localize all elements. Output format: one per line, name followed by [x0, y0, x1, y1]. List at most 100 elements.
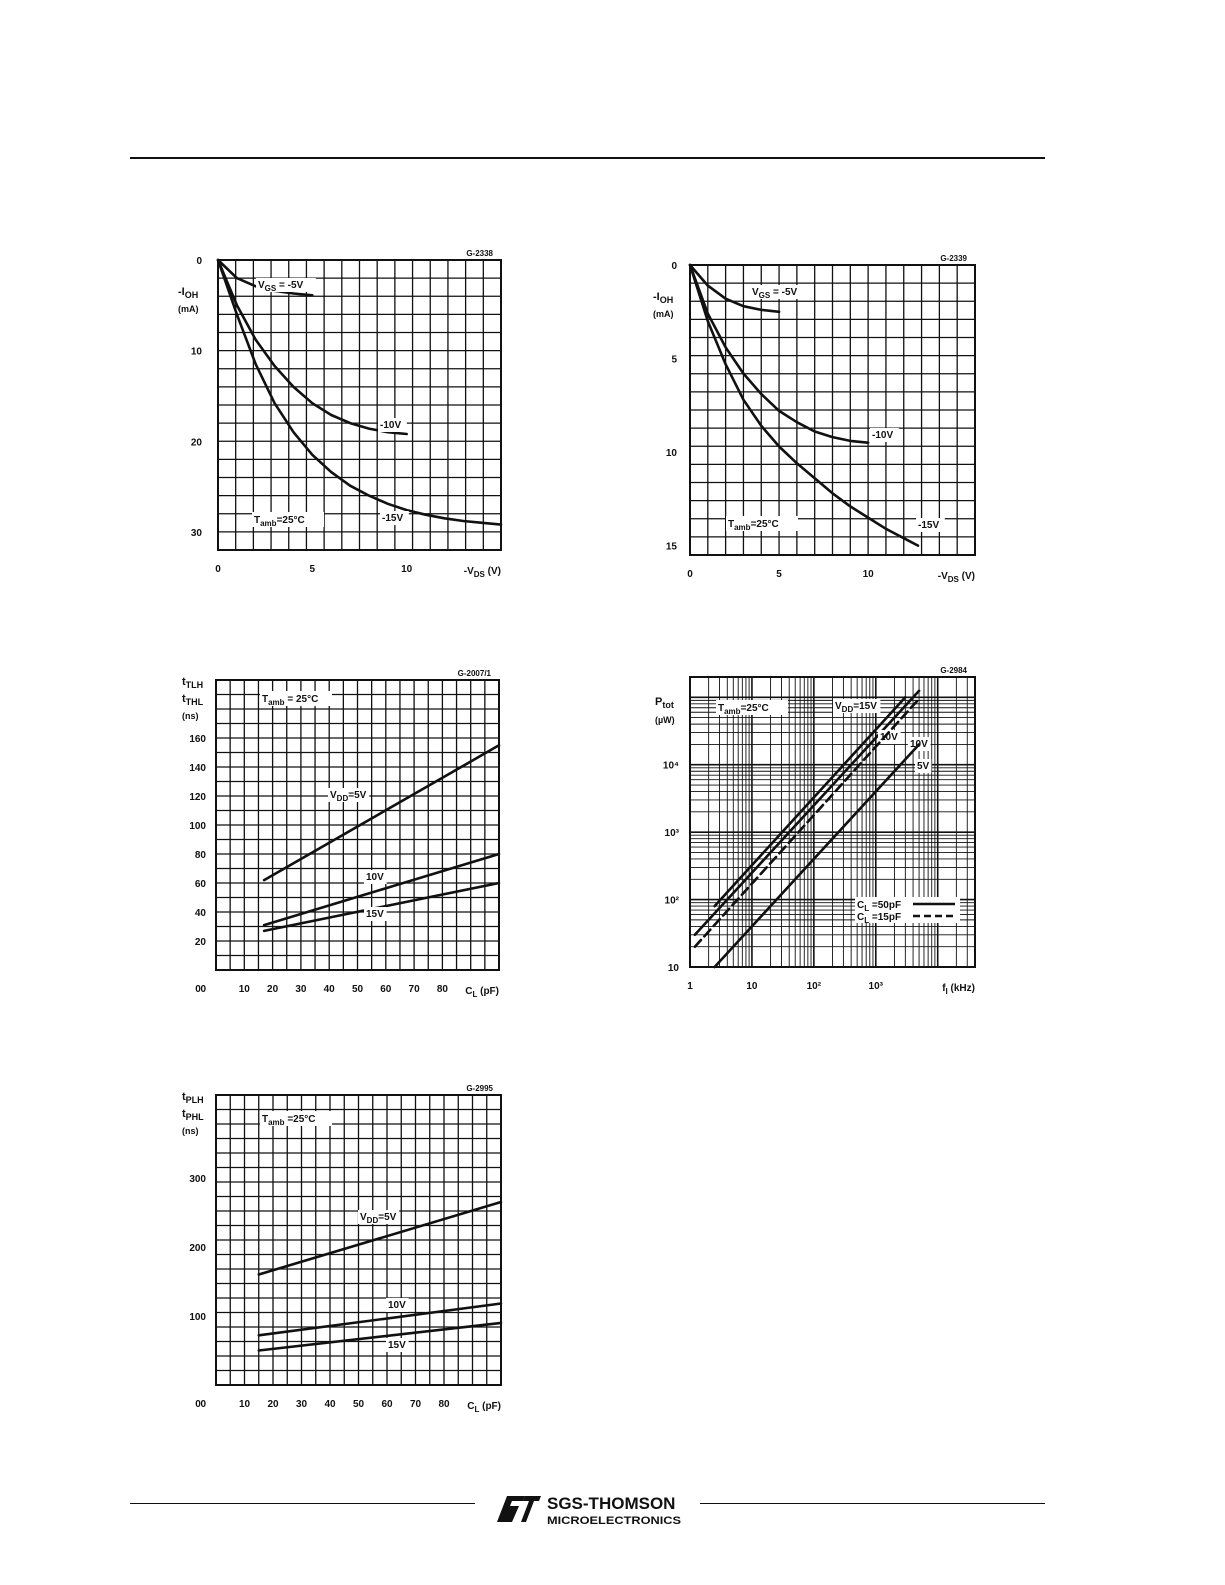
series-label-main: -10V: [872, 430, 893, 441]
tick-labels: 1 10 10² 10³ 10 10² 10³ 10⁴: [663, 761, 884, 992]
y-label-part: t: [182, 1108, 186, 1120]
x-tick-label: 10: [239, 984, 251, 995]
x-axis-label: CL (pF): [467, 1401, 501, 1414]
annotation-bg: [260, 691, 332, 706]
x-tick-label: 0: [195, 984, 201, 995]
x-label-unit: (V): [485, 566, 501, 577]
x-label-main: C: [465, 986, 472, 997]
y-axis-unit: (mA): [653, 309, 674, 319]
y-tick-label: 300: [189, 1174, 206, 1185]
series-label: -10V: [872, 430, 893, 441]
y-tick-label: 80: [195, 850, 207, 861]
series-label-main: 15V: [388, 1340, 406, 1351]
x-label-unit: (pF): [479, 1401, 501, 1412]
temperature-annotation-rest: =25°C: [285, 1114, 316, 1125]
y-tick-label: 30: [191, 528, 203, 539]
series-label-sub: DD: [842, 705, 854, 714]
y-tick-label: 40: [195, 908, 207, 919]
series-label-sub: DD: [367, 1216, 379, 1225]
y-axis-label: -IOH (mA): [653, 291, 674, 319]
chart-grid: [689, 264, 976, 556]
series-label-rest: =15V: [853, 701, 877, 712]
x-label-sub: DS: [948, 575, 960, 584]
temperature-annotation: Tamb=25°C: [718, 703, 769, 716]
x-tick-label: 50: [353, 1399, 365, 1410]
y-tick-label: 100: [189, 821, 206, 832]
y-axis-unit: (mA): [178, 304, 199, 314]
series-label: VDD=15V: [835, 701, 877, 714]
series-label-main: 10V: [366, 872, 384, 883]
y-tick-label: 140: [189, 763, 206, 774]
series-label: 15V: [366, 909, 384, 920]
series-label-sub: GS: [759, 291, 771, 300]
y-axis-unit: (ns): [182, 711, 199, 721]
x-tick-label: 70: [410, 1399, 422, 1410]
x-label-main: -V: [938, 571, 948, 582]
series-label-sub: DD: [337, 794, 349, 803]
x-tick-label: 10: [863, 569, 875, 580]
temperature-annotation-sub: amb: [260, 519, 277, 528]
series-label-bg: [870, 428, 899, 442]
plot-frame: [689, 264, 976, 556]
series-line: [262, 744, 501, 882]
y-label-sub: PHL: [186, 1112, 205, 1122]
legend-label-rest: =50pF: [869, 900, 901, 911]
series-label: VDD=5V: [330, 790, 367, 803]
series-label-rest: =5V: [348, 790, 366, 801]
x-label-sub: I: [946, 987, 948, 996]
temperature-annotation: Tamb =25°C: [262, 1114, 316, 1127]
x-tick-label: 60: [380, 984, 392, 995]
tick-labels: 0 10 20 30 40 50 60 70 80 0 100 200 300: [189, 1174, 450, 1410]
plot-frame: [217, 259, 502, 551]
x-label-main: C: [467, 1401, 474, 1412]
annotation-bg: [716, 700, 788, 715]
temperature-annotation-main: T: [254, 515, 260, 526]
y-axis-label: -IOH (mA): [178, 286, 199, 314]
chart-grid: [215, 679, 500, 971]
temperature-annotation: Tamb=25°C: [254, 515, 305, 528]
legend-label-main: C: [857, 912, 864, 923]
temperature-annotation-rest: =25°C: [277, 515, 305, 526]
y-tick-label: 0: [200, 984, 206, 995]
tick-labels: 0 5 10 0 10 20 30: [191, 256, 413, 575]
x-label-sub: L: [474, 1405, 479, 1414]
y-tick-label: 5: [671, 355, 677, 366]
y-axis-label: Ptot (µW): [655, 696, 675, 725]
series-label-bg: [328, 788, 370, 802]
series-label-main: -10V: [380, 420, 401, 431]
footer-rule-right: [700, 1503, 1045, 1504]
x-axis-label: fI (kHz): [942, 983, 975, 996]
x-tick-label: 10³: [869, 981, 884, 992]
series-label-bg: [878, 730, 901, 744]
chart-grid: [215, 1094, 502, 1386]
series-line: [262, 852, 501, 927]
x-axis-label: -VDS (V): [938, 571, 975, 584]
temperature-annotation-main: T: [262, 1114, 268, 1125]
y-tick-label: 10²: [665, 896, 680, 907]
series-label-bg: [750, 285, 810, 299]
series-line: [688, 263, 781, 314]
y-axis-label-main: -IOH: [178, 286, 198, 300]
x-tick-label: 60: [381, 1399, 393, 1410]
y-label-sub: THL: [186, 697, 204, 707]
x-label-sub: L: [472, 990, 477, 999]
chart-code: G-2007/1: [458, 669, 492, 678]
x-tick-label: 10: [239, 1399, 251, 1410]
y-label-part: P: [655, 696, 662, 708]
series-label-rest: =5V: [378, 1212, 396, 1223]
legend-label: CL =15pF: [857, 912, 901, 925]
x-tick-label: 20: [267, 984, 279, 995]
y-tick-label: 10: [666, 448, 678, 459]
series-line: [216, 258, 503, 526]
chart-grid: [217, 259, 502, 551]
temperature-annotation-rest: =25°C: [741, 703, 769, 714]
chart-power-dissipation: G-2984 Ptot (µW) 1 10 10² 10³ 10 10² 10³ 10⁴ fI (kH…: [655, 666, 976, 996]
header-rule: [130, 157, 1045, 159]
x-axis-label: CL (pF): [465, 986, 499, 999]
series-label: 10V: [366, 872, 384, 883]
x-tick-label: 20: [267, 1399, 279, 1410]
y-tick-label: 0: [200, 1399, 206, 1410]
x-tick-label: 5: [310, 564, 316, 575]
temperature-annotation: Tamb=25°C: [728, 519, 779, 532]
